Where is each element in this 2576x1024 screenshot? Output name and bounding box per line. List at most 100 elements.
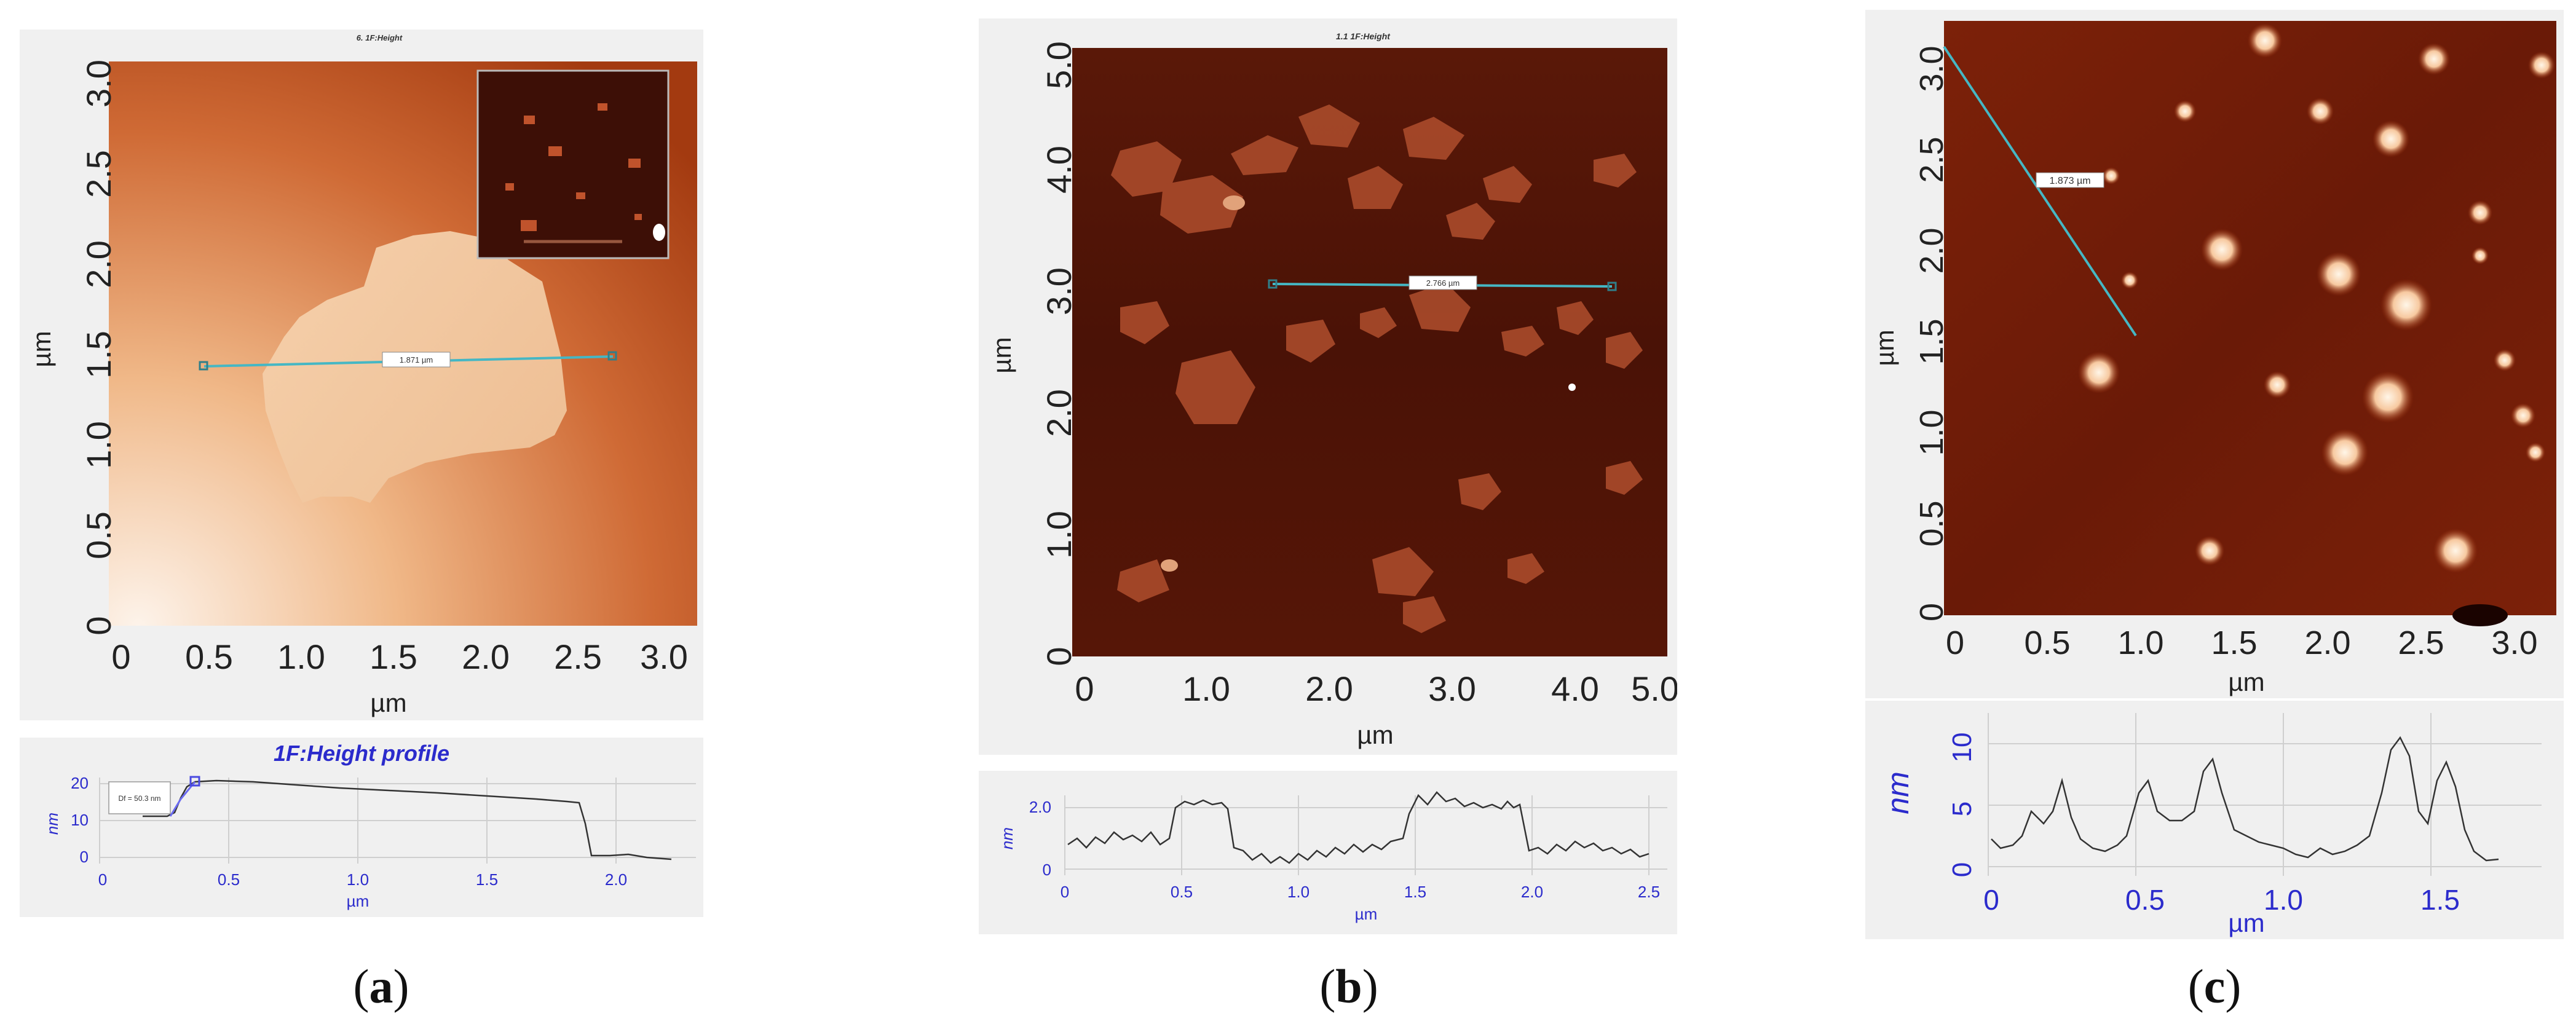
panel-b-x-ticks: 0 1.0 2.0 3.0 4.0 5.0 <box>1075 669 1677 708</box>
panel-c-x-tick: 2.5 <box>2398 624 2444 661</box>
panel-b-profile-y-tick: 0 <box>1043 861 1051 879</box>
panel-c-y-label: µm <box>1870 329 1899 366</box>
panel-c-profile-y-tick: 5 <box>1947 801 1977 816</box>
panel-a-profile-x-tick: 0 <box>98 870 107 889</box>
panel-a-profile-curve <box>143 779 672 861</box>
panel-b-x-tick: 2.0 <box>1305 669 1353 708</box>
panel-a-y-tick: 0.5 <box>79 511 118 559</box>
panel-a-x-tick: 2.5 <box>554 637 602 676</box>
panel-b-y-tick: 0 <box>1040 647 1078 666</box>
panel-a-x-tick: 3.0 <box>640 637 688 676</box>
panel-a-y-label: µm <box>27 331 56 367</box>
panel-c-profile-y-tick: 0 <box>1947 862 1977 877</box>
panel-a-profile-x-tick: 2.0 <box>605 870 627 889</box>
panel-b-image-title: 1.1 1F:Height <box>1336 31 1391 41</box>
panel-c-y-tick: 0.5 <box>1913 500 1950 546</box>
panel-a-x-tick: 0 <box>111 637 130 676</box>
panel-b-profile-x-unit: µm <box>1355 905 1378 923</box>
panel-a-profile-y-unit: nm <box>43 813 61 835</box>
panel-c-y-tick: 1.0 <box>1913 409 1950 455</box>
panel-c-particles <box>2078 23 2555 573</box>
panel-a-y-tick: 3.0 <box>79 60 118 108</box>
panel-b-profile-y-unit: nm <box>998 827 1016 849</box>
panel-b-flakes <box>1111 104 1643 633</box>
panel-b-profile-x-tick: 2.0 <box>1521 883 1543 901</box>
panel-c-caption: (c) <box>2187 959 2242 1013</box>
panel-c-x-tick: 1.0 <box>2117 624 2163 661</box>
panel-a-profile-title: 1F:Height profile <box>274 741 449 766</box>
panel-a-y-ticks: 0 0.5 1.0 1.5 2.0 2.5 3.0 <box>79 60 118 636</box>
panel-b-image-figure: 1.1 1F:Height 2.766 µm 0 <box>987 31 1677 749</box>
panel-b-y-ticks: 0 1.0 2.0 3.0 4.0 5.0 <box>1040 41 1078 666</box>
panel-c-image-figure: 1.873 µm 0 0.5 1.0 1.5 2.0 2.5 3.0 µm 0 … <box>1870 21 2556 696</box>
panel-a-y-tick: 1.5 <box>79 331 118 379</box>
panel-b-x-tick: 3.0 <box>1428 669 1476 708</box>
panel-c-y-tick: 2.5 <box>1913 136 1950 183</box>
panel-c-height-map <box>1944 21 2556 615</box>
panel-b-x-label: µm <box>1357 720 1393 749</box>
panel-c-profile-x-tick: 1.5 <box>2420 884 2460 916</box>
panel-b-profile-frame <box>979 771 1677 934</box>
panel-c-profile-y-unit: nm <box>1881 771 1915 814</box>
panel-a-profile-x-unit: µm <box>347 892 369 910</box>
panel-c-y-tick: 0 <box>1913 603 1950 621</box>
panel-c-profile-x-tick: 1.0 <box>2264 884 2303 916</box>
panel-b-x-tick: 5.0 <box>1631 669 1677 708</box>
panel-b-bright-spots <box>1161 195 1576 572</box>
panel-b-y-tick: 5.0 <box>1040 41 1078 89</box>
panel-b-measure-label: 2.766 µm <box>1426 278 1460 288</box>
panel-b-y-tick: 2.0 <box>1040 389 1078 437</box>
panel-a-profile-y-tick: 10 <box>71 811 89 829</box>
panel-a-profile-annotation: Df = 50.3 nm <box>118 794 160 803</box>
panel-c-profile-curve <box>1991 736 2499 862</box>
panel-a-caption: (a) <box>353 959 409 1013</box>
panel-b-x-tick: 0 <box>1075 669 1094 708</box>
panel-c-profile-x-tick: 0.5 <box>2125 884 2165 916</box>
panel-b-profile-plot: nm 0 2.0 0 0.5 1.0 1.5 2.0 2.5 µm <box>998 791 1667 923</box>
panel-c-x-tick: 0.5 <box>2024 624 2070 661</box>
panel-a-inset-flakes <box>505 103 642 231</box>
panel-a-y-tick: 1.0 <box>79 421 118 469</box>
panel-b-profile-x-tick: 1.0 <box>1287 883 1310 901</box>
panel-b-profile-x-tick: 1.5 <box>1404 883 1426 901</box>
panel-b-x-tick: 4.0 <box>1551 669 1599 708</box>
panel-b-x-tick: 1.0 <box>1182 669 1230 708</box>
panel-a-profile-frame <box>20 738 703 917</box>
panel-b-y-tick: 3.0 <box>1040 267 1078 315</box>
panel-b-profile-x-tick: 0.5 <box>1171 883 1193 901</box>
panel-a-profile-x-tick: 0.5 <box>218 870 240 889</box>
panel-c-x-ticks: 0 0.5 1.0 1.5 2.0 2.5 3.0 <box>1946 624 2538 661</box>
panel-b-caption: (b) <box>1319 959 1378 1013</box>
panel-a-x-tick: 1.0 <box>277 637 325 676</box>
panel-c-y-tick: 1.5 <box>1913 318 1950 364</box>
panel-a-x-label: µm <box>370 688 406 717</box>
panel-c-x-tick: 1.5 <box>2211 624 2257 661</box>
panel-c-profile-frame <box>1865 701 2564 939</box>
panel-a-y-tick: 2.5 <box>79 150 118 198</box>
panel-b-height-map <box>1072 48 1667 656</box>
panel-a-profile-x-tick: 1.0 <box>347 870 369 889</box>
panel-c-x-label: µm <box>2228 668 2264 696</box>
panel-c-y-tick: 2.0 <box>1913 227 1950 274</box>
panel-b-profile-x-tick: 2.5 <box>1638 883 1660 901</box>
panel-b-profile-x-tick: 0 <box>1061 883 1069 901</box>
panel-c-y-ticks: 0 0.5 1.0 1.5 2.0 2.5 3.0 <box>1913 45 1950 621</box>
panel-a-y-tick: 0 <box>79 616 118 635</box>
panel-c-measure-line <box>1943 45 2137 337</box>
panel-c-profile-plot: nm 0 5 10 0 0.5 1.0 1.5 µm <box>1881 713 2542 937</box>
panel-a-image-figure: 6. 1F:Height 1.871 µm 0 0.5 1.0 1.5 2.0 … <box>27 33 697 717</box>
panel-b-profile-curve <box>1067 791 1650 864</box>
panel-a-x-ticks: 0 0.5 1.0 1.5 2.0 2.5 3.0 <box>111 637 688 676</box>
panel-a-image-title: 6. 1F:Height <box>357 33 403 42</box>
panel-c-profile-y-tick: 10 <box>1947 733 1977 763</box>
panel-a-x-tick: 2.0 <box>462 637 510 676</box>
panel-a-y-tick: 2.0 <box>79 240 118 288</box>
panel-c-x-tick: 0 <box>1946 624 1964 661</box>
panel-a-profile-x-tick: 1.5 <box>476 870 498 889</box>
panel-b-profile-y-tick: 2.0 <box>1029 798 1051 816</box>
panel-a-profile-y-tick: 20 <box>71 774 89 792</box>
panel-c-measure-label: 1.873 µm <box>2049 176 2090 186</box>
panel-c-x-tick: 3.0 <box>2491 624 2537 661</box>
panel-b-y-tick: 1.0 <box>1040 511 1078 559</box>
panel-a-measure-label: 1.871 µm <box>400 355 433 364</box>
